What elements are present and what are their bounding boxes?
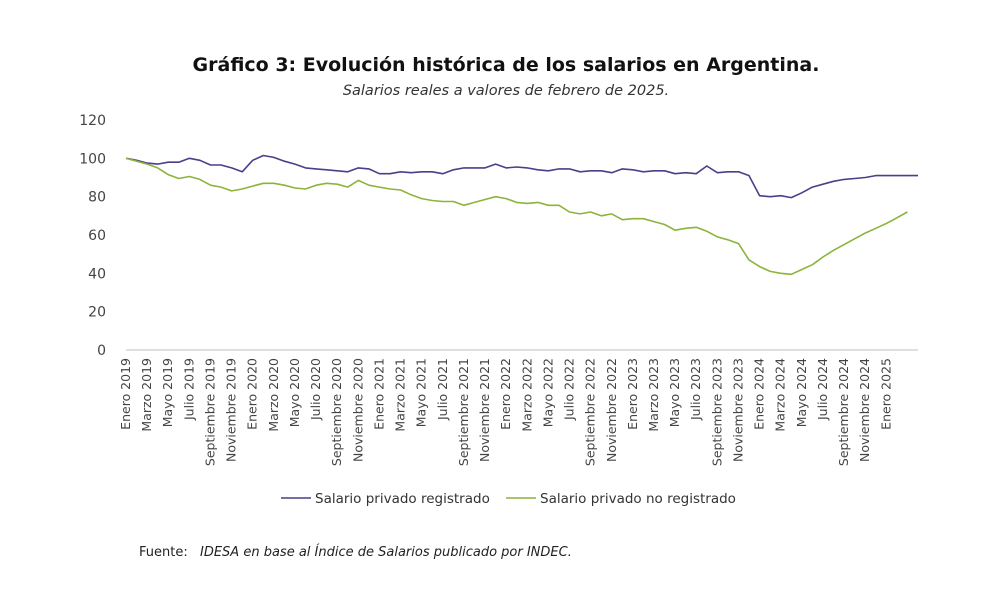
x-tick-label: Enero 2020 <box>245 358 260 430</box>
y-tick-label: 100 <box>79 151 106 167</box>
x-tick-label: Noviembre 2019 <box>224 358 239 462</box>
legend: Salario privado registrado Salario priva… <box>281 491 736 507</box>
y-tick-label: 60 <box>88 228 106 244</box>
x-tick-label: Julio 2024 <box>815 358 830 421</box>
x-tick-label: Julio 2022 <box>562 358 577 421</box>
legend-label-registrado: Salario privado registrado <box>315 491 490 507</box>
x-tick-label: Septiembre 2022 <box>583 358 598 466</box>
legend-label-no-registrado: Salario privado no registrado <box>540 491 736 507</box>
x-tick-label: Julio 2020 <box>308 358 323 421</box>
x-tick-label: Noviembre 2020 <box>350 358 365 462</box>
y-tick-label: 20 <box>88 305 106 321</box>
x-tick-label: Marzo 2020 <box>266 358 281 432</box>
x-tick-label: Septiembre 2020 <box>329 358 344 466</box>
x-tick-label: Mayo 2023 <box>667 358 682 427</box>
y-axis: 0 20 40 60 80 100 120 <box>79 113 106 359</box>
x-tick-label: Mayo 2019 <box>160 358 175 427</box>
source-label: Fuente: <box>139 545 188 560</box>
y-tick-label: 0 <box>97 343 106 359</box>
x-tick-label: Julio 2023 <box>688 358 703 421</box>
y-tick-label: 80 <box>88 190 106 206</box>
chart-title: Gráfico 3: Evolución histórica de los sa… <box>193 54 820 76</box>
x-tick-label: Marzo 2019 <box>139 358 154 432</box>
x-tick-label: Mayo 2020 <box>287 358 302 427</box>
x-tick-label: Septiembre 2024 <box>836 358 851 466</box>
x-tick-label: Enero 2019 <box>118 358 133 430</box>
x-axis: Enero 2019 Marzo 2019 Mayo 2019 Julio 2019 S… <box>118 349 918 466</box>
source-note: Fuente: IDESA en base al Índice de Salar… <box>139 544 572 560</box>
x-tick-label: Noviembre 2024 <box>857 358 872 462</box>
x-tick-label: Enero 2024 <box>752 358 767 430</box>
chart-subtitle: Salarios reales a valores de febrero de … <box>343 83 669 99</box>
x-tick-label: Noviembre 2023 <box>730 358 745 462</box>
x-tick-label: Julio 2021 <box>435 358 450 421</box>
series-layer <box>125 154 918 276</box>
x-tick-label: Julio 2019 <box>181 358 196 421</box>
x-tick-label: Mayo 2021 <box>414 358 429 427</box>
x-tick-label: Noviembre 2022 <box>604 358 619 462</box>
x-tick-label: Noviembre 2021 <box>477 358 492 462</box>
y-tick-label: 40 <box>88 266 106 282</box>
x-tick-label: Marzo 2023 <box>646 358 661 432</box>
x-tick-label: Enero 2021 <box>371 358 386 430</box>
x-tick-label: Marzo 2021 <box>393 358 408 432</box>
series-line-registrado <box>125 154 918 199</box>
x-tick-label: Septiembre 2021 <box>456 358 471 466</box>
x-tick-label: Septiembre 2023 <box>709 358 724 466</box>
x-tick-label: Enero 2022 <box>498 358 513 430</box>
series-line-no-registrado <box>125 157 908 276</box>
x-tick-label: Enero 2025 <box>878 358 893 430</box>
x-tick-label: Mayo 2022 <box>540 358 555 427</box>
x-tick-label: Marzo 2022 <box>519 358 534 432</box>
x-tick-label: Mayo 2024 <box>794 358 809 427</box>
x-tick-label: Enero 2023 <box>625 358 640 430</box>
source-text: IDESA en base al Índice de Salarios publ… <box>200 544 572 560</box>
x-tick-label: Marzo 2024 <box>773 358 788 432</box>
x-tick-label: Septiembre 2019 <box>202 358 217 466</box>
y-tick-label: 120 <box>79 113 106 129</box>
